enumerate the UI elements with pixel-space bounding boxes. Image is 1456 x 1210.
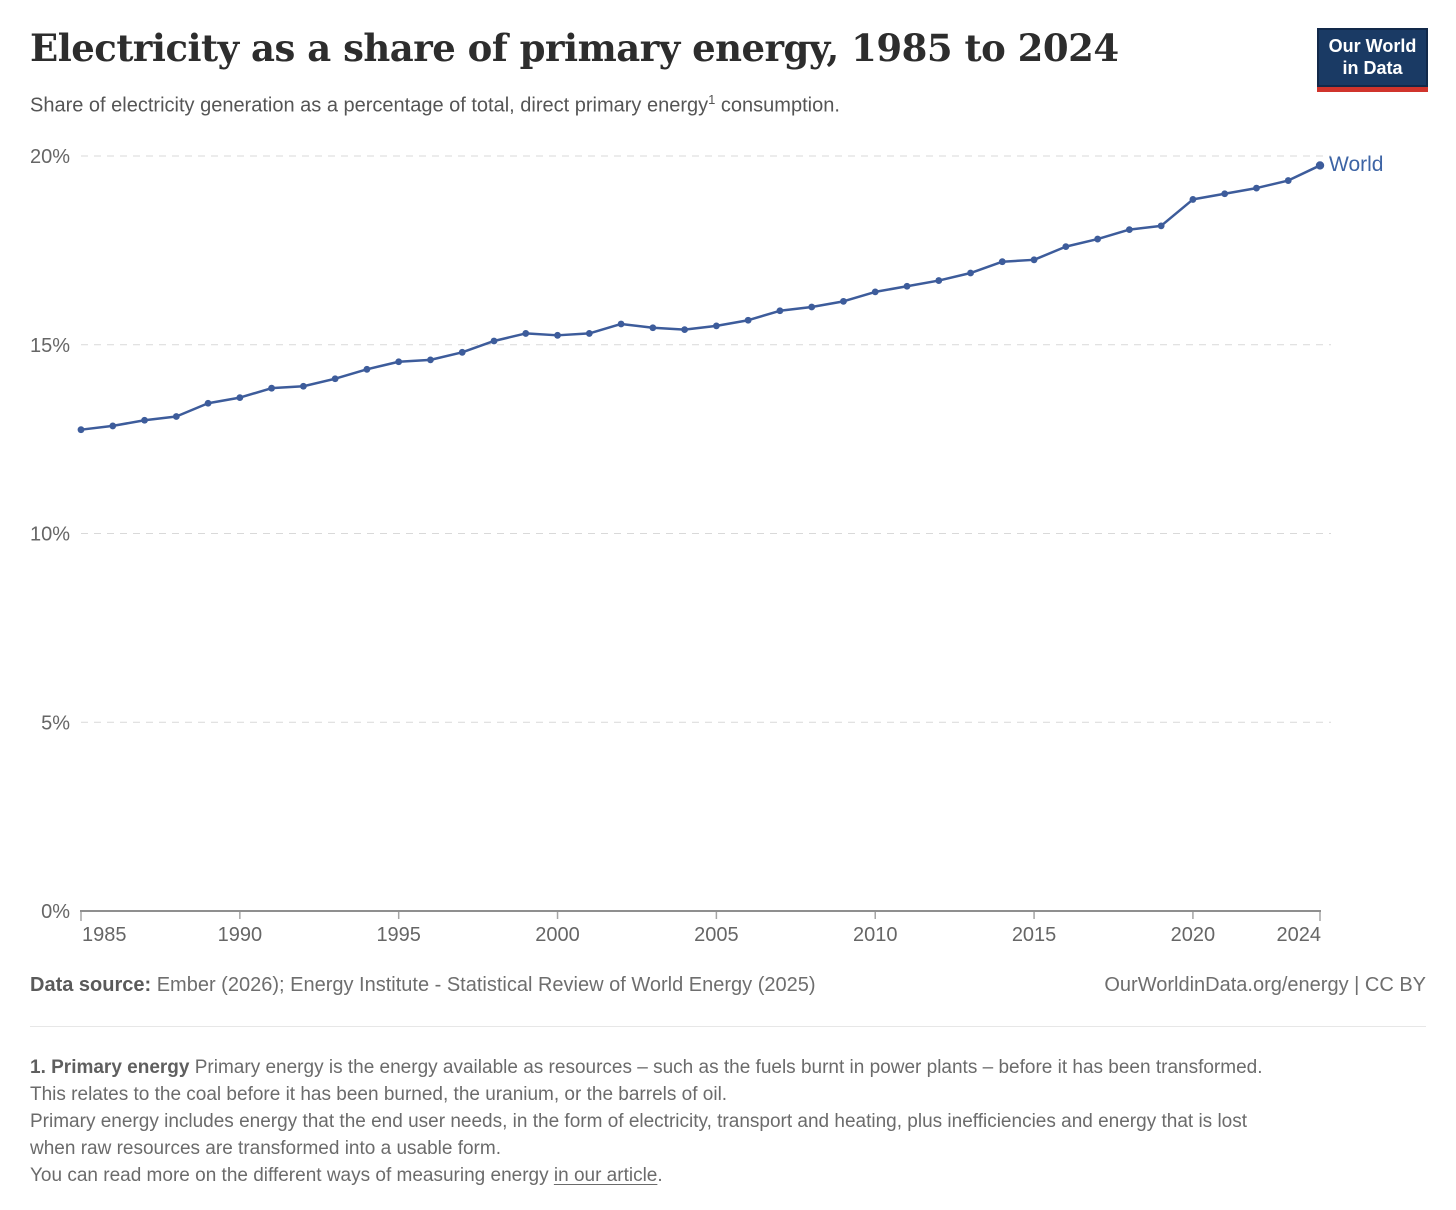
- rights-link[interactable]: OurWorldinData.org/energy | CC BY: [1104, 974, 1426, 996]
- x-axis-tick-label: 1995: [376, 924, 421, 946]
- footnote-line-2: This relates to the coal before it has b…: [30, 1084, 728, 1105]
- data-point: [1221, 190, 1229, 198]
- footnote-line-4: when raw resources are transformed into …: [30, 1138, 501, 1159]
- data-point: [141, 416, 148, 424]
- subtitle-text-end: consumption.: [715, 94, 840, 117]
- x-axis-tick-label: 2010: [853, 924, 898, 946]
- owid-logo-line1: Our World: [1328, 36, 1417, 56]
- data-point: [935, 277, 943, 284]
- data-point: [109, 422, 117, 430]
- chart-subtitle: Share of electricity generation as a per…: [30, 92, 840, 118]
- data-point: [967, 269, 974, 277]
- data-point: [1284, 177, 1292, 184]
- footnote-block: 1. Primary energy Primary energy is the …: [30, 1054, 1430, 1189]
- owid-logo-box: Our World in Data: [1317, 28, 1428, 87]
- data-point: [395, 358, 403, 366]
- data-point: [1253, 184, 1260, 192]
- footnote-term: 1. Primary energy: [30, 1057, 190, 1078]
- footnote-line-5: You can read more on the different ways …: [30, 1162, 1430, 1189]
- datasource-text: Data source: Ember (2026); Energy Instit…: [30, 974, 816, 997]
- y-axis-tick-label: 20%: [30, 146, 70, 168]
- x-axis-tick-label: 2005: [694, 924, 739, 946]
- x-axis-tick-label: 2024: [1277, 924, 1322, 946]
- owid-logo-line2: in Data: [1342, 58, 1403, 78]
- y-axis-tick-label: 15%: [30, 335, 70, 357]
- data-point: [840, 297, 847, 305]
- data-point: [299, 382, 307, 390]
- data-point: [490, 337, 498, 345]
- y-axis-tick-label: 10%: [30, 524, 70, 546]
- datasource-label: Data source:: [30, 974, 152, 996]
- datasource-row: Data source: Ember (2026); Energy Instit…: [30, 974, 1426, 997]
- x-axis-tick-label: 2015: [1012, 924, 1057, 946]
- data-point: [681, 326, 689, 334]
- data-point: [522, 330, 530, 337]
- subtitle-text: Share of electricity generation as a per…: [30, 94, 709, 117]
- x-axis-tick-label: 2020: [1171, 924, 1216, 946]
- line-chart: 0% 5% 10% 15% 20% 1985 1990 1995 2000 2005 2010 201…: [30, 146, 1331, 946]
- data-point: [649, 324, 657, 332]
- data-point: [554, 331, 561, 339]
- data-point: [1062, 243, 1070, 251]
- footnote-marker: 1: [708, 92, 716, 107]
- data-point: [744, 316, 752, 324]
- data-point: [236, 394, 244, 401]
- data-point: [458, 348, 466, 356]
- data-point: [998, 258, 1006, 266]
- y-axis-tick-label: 5%: [41, 712, 70, 734]
- data-point: [871, 288, 879, 296]
- data-point: [331, 375, 339, 383]
- footnote-line-1-text: Primary energy is the energy available a…: [189, 1057, 1263, 1078]
- data-point: [268, 384, 276, 392]
- data-point: [1030, 256, 1038, 264]
- footnote-line-3: Primary energy includes energy that the …: [30, 1111, 1248, 1132]
- x-axis-tick-label: 1990: [218, 924, 263, 946]
- data-point: [903, 282, 911, 290]
- footer-divider: [30, 1026, 1426, 1027]
- data-point: [585, 330, 593, 337]
- footnote-line-5-end: .: [657, 1165, 663, 1186]
- y-axis-tick-label: 0%: [41, 901, 70, 923]
- data-point: [776, 307, 784, 315]
- article-link[interactable]: in our article: [553, 1165, 658, 1186]
- data-point: [1157, 222, 1165, 230]
- footnote-line-5-text: You can read more on the different ways …: [30, 1165, 554, 1186]
- data-point: [808, 303, 816, 311]
- owid-logo-red-stripe: [1317, 87, 1428, 92]
- datasource-value: Ember (2026); Energy Institute - Statist…: [151, 974, 816, 996]
- data-point: [712, 322, 720, 330]
- data-point: [1125, 226, 1133, 234]
- footnote-line-1: 1. Primary energy Primary energy is the …: [30, 1054, 1430, 1081]
- data-point: [1094, 235, 1102, 243]
- data-point: [77, 426, 85, 434]
- data-point: [363, 365, 371, 373]
- series-label-world: World: [1329, 153, 1384, 176]
- data-point: [172, 413, 180, 420]
- page-title: Electricity as a share of primary energy…: [30, 26, 1119, 70]
- data-point: [427, 356, 434, 364]
- data-point: [1189, 196, 1197, 203]
- data-point: [617, 320, 625, 328]
- x-axis-tick-label: 1985: [82, 924, 127, 946]
- x-axis-tick-label: 2000: [535, 924, 580, 946]
- data-point: [1315, 161, 1325, 170]
- world-series-line: [79, 164, 1322, 431]
- data-point: [204, 399, 212, 407]
- owid-logo[interactable]: Our World in Data: [1317, 28, 1428, 92]
